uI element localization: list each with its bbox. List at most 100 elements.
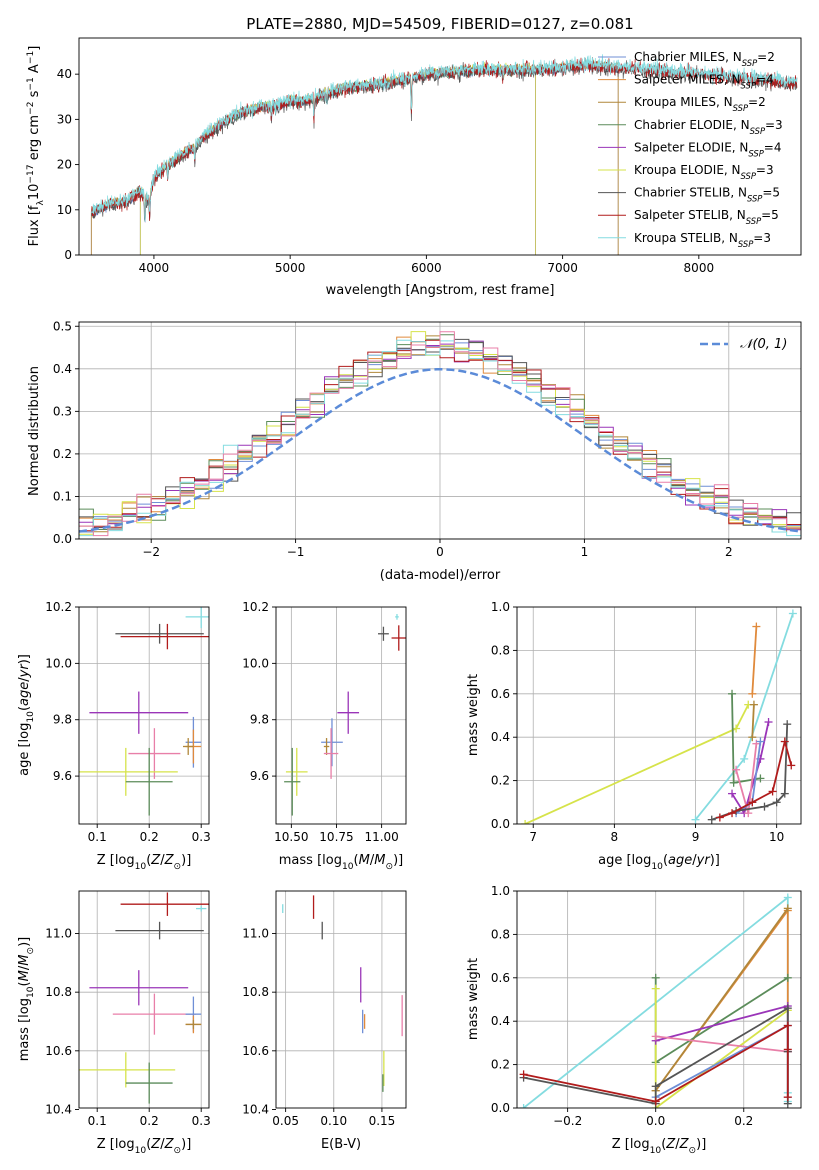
plot-area [517, 891, 801, 1108]
label-part: ⊙ [385, 862, 393, 872]
label-part: / [160, 853, 165, 868]
label-part: M [17, 970, 32, 981]
label-part: )] [17, 654, 32, 664]
plot-area [79, 891, 209, 1108]
x-tick-label: 7 [529, 830, 537, 844]
plot-area [90, 54, 798, 255]
axes-frame [78, 37, 802, 256]
y-tick-label: 0.5 [53, 319, 72, 333]
label-part: Kroupa ELODIE, N [634, 163, 741, 177]
y-tick-label: 9.6 [53, 769, 72, 783]
label-part: ( [146, 853, 151, 868]
label-part: −1 [26, 77, 36, 90]
y-tick-label: 0.0 [53, 532, 72, 546]
label-part: Kroupa MILES, N [634, 95, 733, 109]
legend-entry: Salpeter ELODIE, NSSP=4 [634, 140, 782, 158]
y-tick-label: 10.4 [45, 1102, 72, 1116]
legend-entry: Chabrier STELIB, NSSP=5 [634, 186, 780, 204]
y-tick-label: 0.4 [491, 1014, 510, 1028]
label-part: Chabrier ELODIE, N [634, 118, 750, 132]
label-part: ⊙ [174, 1146, 182, 1156]
label-part: / [160, 1137, 165, 1152]
label-part: )] [710, 853, 720, 868]
label-part: Z [150, 853, 161, 868]
legend-entry: 𝒩(0, 1) [740, 337, 787, 352]
y-axis-label: mass weight [466, 674, 481, 756]
age-vs-Z-panel: 0.1 0.2 0.39.69.810.010.2Z [log10(Z/Z⊙)]ag… [17, 600, 211, 872]
y-tick-label: 10.0 [242, 656, 269, 670]
x-axis-label: wavelength [Angstrom, rest frame] [326, 283, 555, 298]
weight-series [719, 741, 793, 819]
label-part: =3 [756, 163, 774, 177]
label-part: SSP [742, 58, 758, 68]
y-tick-label: 0.0 [491, 817, 510, 831]
label-part: age [log [598, 853, 651, 868]
mass-vs-Z-panel: 0.1 0.2 0.310.410.610.811.0Z [log10(Z/Z⊙)]… [17, 890, 211, 1156]
label-part: erg cm [27, 115, 42, 164]
y-tick-label: 0.8 [491, 927, 510, 941]
y-tick-label: 9.8 [53, 713, 72, 727]
label-part: Flux [f [27, 205, 42, 246]
y-tick-label: 0.2 [53, 447, 72, 461]
weight-series [654, 907, 789, 1092]
x-axis-label: (data-model)/error [380, 568, 501, 583]
x-tick-label: 0.2 [140, 1114, 159, 1128]
y-tick-label: 1.0 [491, 884, 510, 898]
y-tick-label: 10.6 [45, 1044, 72, 1058]
label-part: =3 [765, 118, 783, 132]
label-part: ( [17, 981, 32, 986]
label-part: =2 [748, 95, 766, 109]
y-tick-label: 0 [64, 248, 72, 262]
weight-series [654, 988, 789, 1108]
y-tick-label: 10.2 [45, 600, 72, 614]
legend-entry: Kroupa MILES, NSSP=2 [634, 95, 766, 113]
label-part: age [668, 853, 692, 868]
y-tick-label: 11.0 [242, 927, 269, 941]
y-tick-label: 0.4 [491, 730, 510, 744]
x-tick-label: 0.15 [369, 1114, 396, 1128]
weight-vs-Z-panel: −0.2 0.0 0.20.00.20.40.60.81.0Z [log10(Z/Z… [466, 884, 802, 1156]
label-part: Z [665, 1137, 676, 1152]
x-tick-label: 0.0 [646, 1114, 665, 1128]
x-axis-label: mass [log10(M/M⊙)] [279, 853, 403, 872]
label-part: )] [696, 1137, 706, 1152]
figure-title: PLATE=2880, MJD=54509, FIBERID=0127, z=0… [246, 15, 633, 33]
x-tick-label: 1 [581, 545, 589, 559]
weight-series [751, 704, 755, 738]
y-tick-label: 0.2 [491, 774, 510, 788]
y-tick-label: 10.2 [242, 600, 269, 614]
y-tick-label: 10.0 [45, 656, 72, 670]
label-part: Z [679, 1137, 690, 1152]
label-part: Z [log [97, 853, 135, 868]
y-tick-label: 10.8 [242, 985, 269, 999]
histogram-series [79, 331, 801, 537]
y-tick-label: 9.8 [250, 713, 269, 727]
label-part: 10 [135, 862, 147, 872]
label-part: / [692, 853, 697, 868]
label-part: 10 [651, 862, 663, 872]
x-axis-label: E(B-V) [321, 1137, 361, 1152]
x-tick-label: 11.00 [364, 830, 398, 844]
label-part: )] [181, 853, 191, 868]
x-tick-label: 0.3 [192, 1114, 211, 1128]
x-tick-label: 0 [436, 545, 444, 559]
x-tick-label: 0.1 [88, 830, 107, 844]
label-part: Z [log [612, 1137, 650, 1152]
label-part: λ [36, 200, 46, 206]
label-part: Z [164, 853, 175, 868]
label-part: age [log [17, 723, 32, 776]
y-tick-label: 0.1 [53, 489, 72, 503]
label-part: Z [log [97, 1137, 135, 1152]
label-part: Z [164, 1137, 175, 1152]
label-part: / [675, 1137, 680, 1152]
label-part: )] [17, 937, 32, 947]
label-part: Chabrier STELIB, N [634, 186, 747, 200]
legend-entry: Chabrier MILES, NSSP=2 [634, 50, 775, 68]
histogram-panel: −2 −1 0 1 2 0.0 0.1 0.2 0.3 0.4 0.5 (data-model)/er… [27, 319, 802, 583]
label-part: SSP [741, 81, 757, 91]
axes-frame [516, 890, 802, 1109]
legend-entry: Kroupa STELIB, NSSP=3 [634, 231, 771, 249]
y-tick-label: 10.4 [242, 1102, 269, 1116]
y-axis-label: Normed distribution [27, 366, 42, 496]
